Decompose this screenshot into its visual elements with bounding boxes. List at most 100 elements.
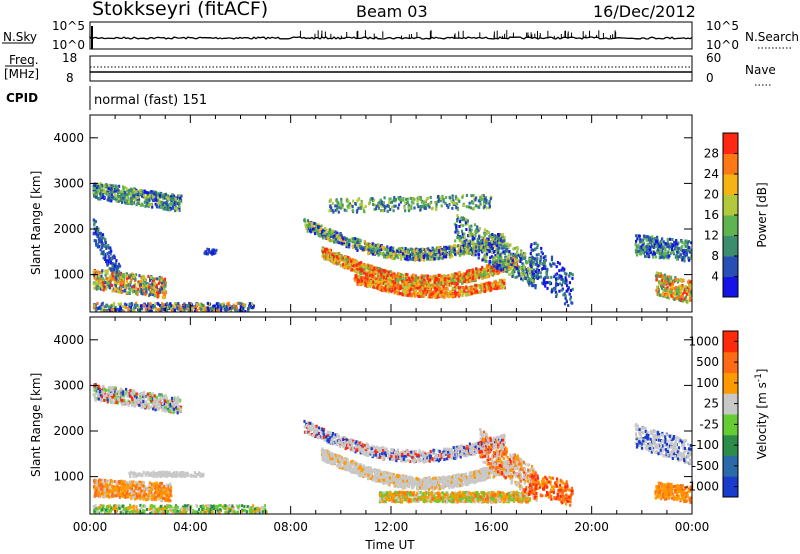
echo-cell [478, 276, 481, 280]
echo-cell [379, 280, 382, 284]
echo-cell [227, 307, 230, 311]
echo-cell [248, 302, 251, 306]
echo-cell [389, 249, 392, 253]
echo-cell [96, 230, 99, 234]
echo-cell [496, 259, 499, 263]
echo-cell [160, 200, 163, 204]
echo-cell [179, 199, 182, 203]
echo-cell [218, 303, 221, 307]
echo-cell [317, 233, 320, 237]
echo-cell [119, 305, 122, 309]
echo-cell [451, 286, 454, 290]
echo-cell [531, 279, 534, 283]
echo-cell [531, 275, 534, 279]
echo-cell [383, 245, 386, 249]
echo-cell [374, 280, 377, 284]
echo-cell [102, 252, 106, 256]
echo-cell [448, 277, 451, 281]
echo-cell [109, 259, 112, 263]
echo-cell [468, 241, 471, 245]
echo-cell [210, 309, 213, 312]
echo-cell [117, 184, 120, 188]
echo-cell [494, 241, 497, 245]
echo-cell [133, 289, 136, 293]
echo-cell [454, 278, 457, 281]
echo-cell [500, 268, 503, 272]
echo-cell [222, 302, 225, 306]
echo-cell [149, 290, 152, 294]
echo-cell [493, 250, 496, 253]
echo-cell [361, 277, 364, 281]
echo-cell [142, 192, 145, 195]
echo-cell [428, 275, 431, 279]
echo-cell [413, 286, 416, 290]
echo-cell [323, 234, 327, 238]
echo-cell [442, 280, 445, 284]
echo-cell [409, 253, 412, 257]
echo-cell [152, 286, 156, 290]
echo-cell [506, 248, 509, 252]
echo-cell [356, 248, 359, 252]
echo-cell [368, 280, 371, 284]
echo-cell [166, 304, 169, 307]
echo-cell [101, 189, 104, 193]
echo-cell [110, 306, 113, 310]
echo-cell [130, 273, 133, 277]
echo-cell [454, 230, 457, 234]
echo-cell [403, 282, 406, 286]
echo-cell [489, 246, 492, 250]
echo-cell [520, 257, 524, 261]
echo-cell [527, 278, 531, 282]
echo-cell [177, 195, 180, 199]
echo-cell [355, 239, 358, 243]
echo-cell [459, 285, 462, 289]
echo-cell [346, 241, 349, 245]
echo-cell [203, 306, 206, 310]
echo-cell [424, 274, 428, 278]
echo-cell [499, 238, 502, 242]
echo-cell [529, 258, 532, 261]
echo-cell [463, 218, 466, 222]
echo-cell [417, 254, 420, 258]
echo-cell [374, 284, 377, 288]
echo-cell [416, 283, 419, 287]
echo-cell [363, 248, 366, 252]
echo-cell [183, 309, 186, 312]
echo-cell [303, 219, 306, 222]
echo-cell [341, 256, 344, 260]
echo-cell [453, 288, 456, 292]
echo-cell [463, 274, 466, 278]
echo-cell [335, 238, 338, 242]
echo-cell [432, 289, 435, 293]
echo-cell [194, 307, 197, 311]
echo-cell [109, 274, 112, 278]
echo-cell [455, 272, 458, 276]
echo-cell [481, 289, 484, 293]
echo-cell [418, 292, 421, 295]
nsky-trace [89, 26, 693, 49]
echo-cell [361, 263, 364, 267]
echo-cell [131, 191, 134, 194]
echo-cell [514, 275, 517, 279]
echo-cell [166, 196, 169, 200]
echo-cell [99, 188, 102, 192]
echo-cell [472, 288, 476, 292]
echo-cell [414, 284, 417, 288]
echo-cell [106, 198, 109, 202]
echo-cell [378, 248, 381, 252]
echo-cell [147, 191, 150, 195]
echo-cell [524, 252, 527, 256]
echo-cell [448, 247, 451, 251]
echo-cell [493, 260, 496, 264]
echo-cell [465, 270, 468, 274]
echo-cell [99, 280, 102, 284]
echo-cell [392, 246, 395, 250]
echo-cell [425, 290, 428, 294]
echo-cell [485, 259, 488, 263]
echo-cell [418, 277, 421, 281]
echo-cell [128, 188, 132, 192]
echo-cell [98, 191, 101, 195]
echo-cell [126, 196, 129, 200]
echo-cell [116, 307, 119, 311]
echo-cell [382, 289, 385, 293]
